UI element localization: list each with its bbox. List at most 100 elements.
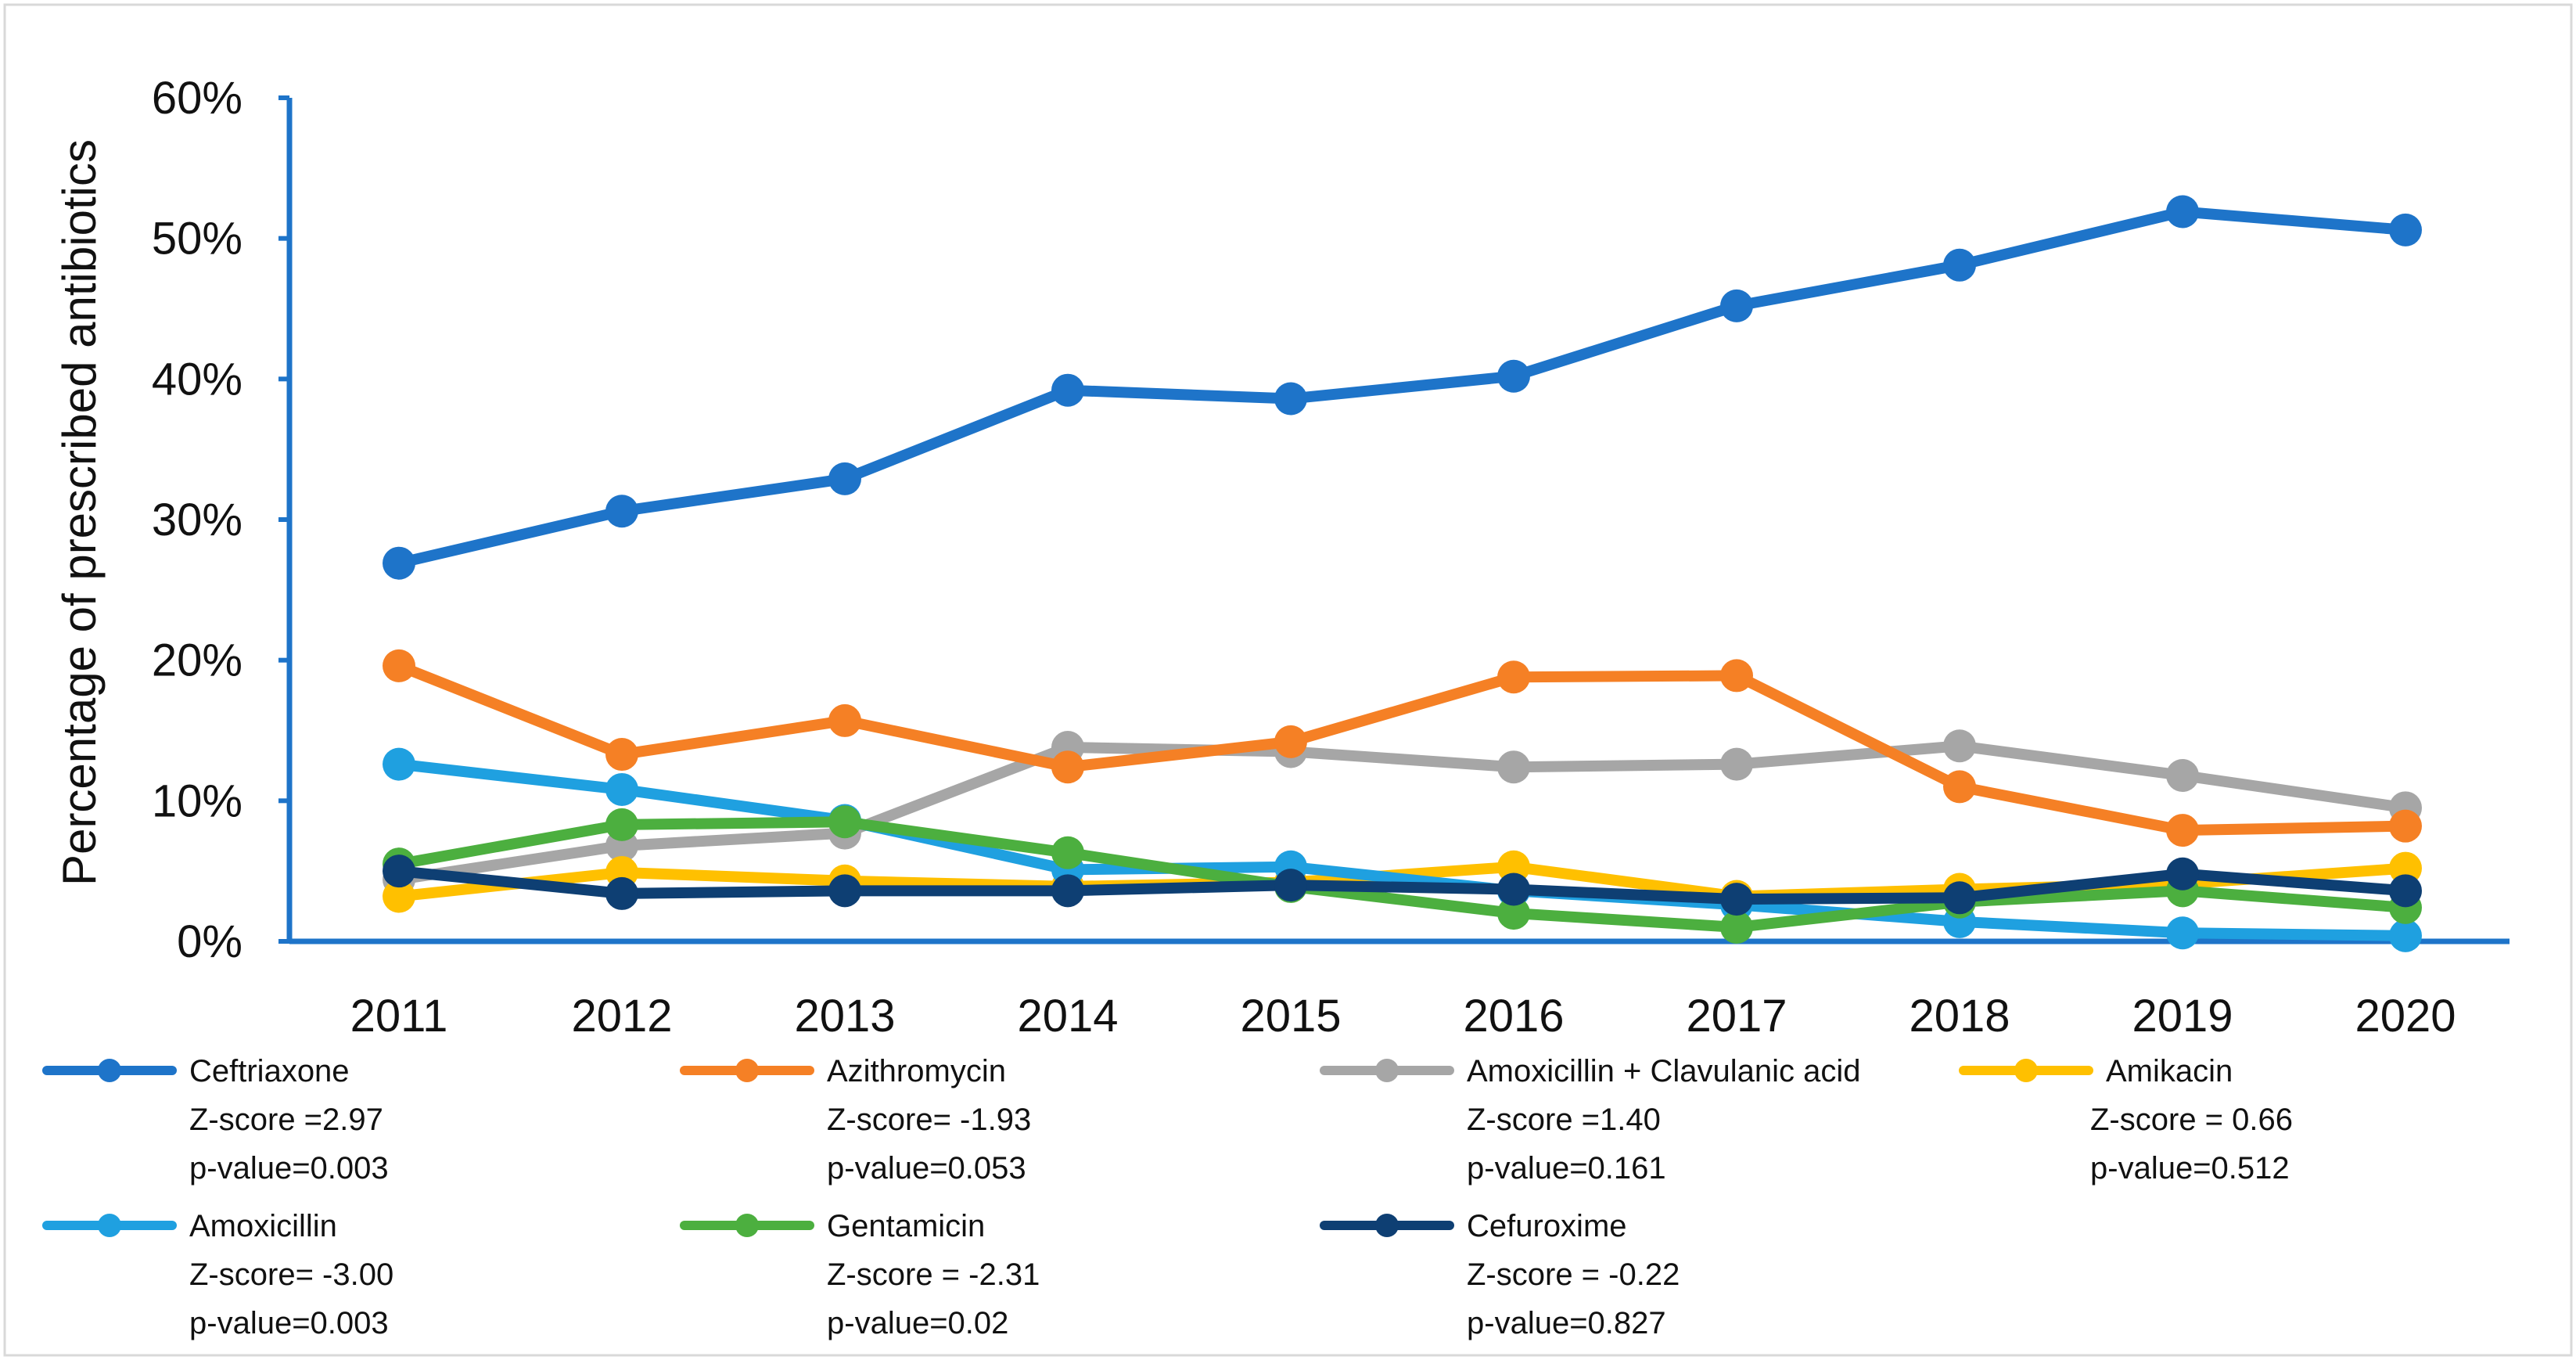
data-point bbox=[1720, 911, 1753, 944]
series-line bbox=[393, 816, 2411, 934]
legend-marker bbox=[735, 1059, 759, 1082]
series-layer bbox=[383, 195, 2422, 952]
y-tick-label: 10% bbox=[152, 775, 243, 826]
data-point bbox=[828, 874, 861, 908]
y-tick-label: 50% bbox=[152, 214, 243, 264]
x-tick-label: 2016 bbox=[1463, 991, 1564, 1042]
data-point bbox=[383, 747, 415, 781]
legend-marker bbox=[1375, 1214, 1399, 1237]
data-point bbox=[383, 854, 415, 888]
x-tick-label: 2017 bbox=[1686, 991, 1787, 1042]
data-point bbox=[1051, 836, 1084, 869]
data-point bbox=[1720, 747, 1753, 781]
legend-stat: p-value=0.003 bbox=[189, 1151, 389, 1186]
legend-item: Amikacin Z-score = 0.66 p-value=0.512 bbox=[1959, 1054, 2293, 1186]
data-point bbox=[1720, 659, 1753, 693]
data-point bbox=[1051, 874, 1084, 908]
legend-label: Amoxicillin + Clavulanic acid bbox=[1467, 1054, 1861, 1088]
data-point bbox=[605, 876, 638, 910]
legend-item: Amoxicillin Z-score= -3.00 p-value=0.003 bbox=[42, 1209, 393, 1340]
data-point bbox=[1051, 750, 1084, 784]
data-point bbox=[605, 495, 638, 528]
y-tick-labels: 0% 10% 20% 30% 40% 50% 60% bbox=[152, 73, 243, 967]
data-point bbox=[383, 649, 415, 682]
x-tick-label: 2020 bbox=[2355, 991, 2456, 1042]
legend-stat: p-value=0.053 bbox=[827, 1151, 1026, 1186]
data-point bbox=[2389, 874, 2422, 908]
legend-label: Cefuroxime bbox=[1467, 1209, 1627, 1243]
data-point bbox=[828, 703, 861, 737]
series-line bbox=[393, 206, 2411, 569]
data-point bbox=[828, 805, 861, 839]
data-point bbox=[383, 880, 415, 913]
data-point bbox=[1274, 382, 1307, 416]
data-point bbox=[1274, 725, 1307, 758]
data-point bbox=[1943, 770, 1976, 804]
legend-stat: Z-score= -3.00 bbox=[189, 1257, 393, 1292]
data-point bbox=[1497, 359, 1530, 393]
series-line bbox=[393, 740, 2411, 885]
legend-marker bbox=[735, 1214, 759, 1237]
data-point bbox=[2389, 851, 2422, 885]
x-tick-label: 2019 bbox=[2132, 991, 2233, 1042]
legend: Ceftriaxone Z-score =2.97 p-value=0.003 Azi… bbox=[42, 1054, 2293, 1340]
data-point bbox=[2166, 195, 2199, 228]
legend-stat: Z-score =1.40 bbox=[1467, 1103, 1661, 1137]
legend-stat: Z-score = -2.31 bbox=[827, 1257, 1040, 1292]
data-point bbox=[1497, 872, 1530, 906]
series-cefuroxime bbox=[383, 854, 2422, 916]
data-point bbox=[1274, 869, 1307, 902]
y-tick-label: 60% bbox=[152, 73, 243, 124]
data-point bbox=[1497, 750, 1530, 784]
x-tick-label: 2018 bbox=[1909, 991, 2010, 1042]
series-line bbox=[393, 865, 2411, 905]
legend-marker bbox=[2014, 1059, 2038, 1082]
y-tick-label: 20% bbox=[152, 635, 243, 686]
y-axis-title: Percentage of prescribed antibiotics bbox=[53, 139, 106, 886]
data-point bbox=[2166, 814, 2199, 847]
data-point bbox=[1497, 897, 1530, 930]
data-point bbox=[1497, 850, 1530, 883]
data-point bbox=[605, 772, 638, 806]
data-point bbox=[2166, 758, 2199, 792]
series-ceftriaxone bbox=[383, 195, 2422, 580]
data-point bbox=[605, 738, 638, 772]
x-tick-label: 2013 bbox=[794, 991, 895, 1042]
legend-stat: Z-score =2.97 bbox=[189, 1103, 383, 1137]
series-line bbox=[393, 660, 2411, 837]
legend-stat: Z-score = -0.22 bbox=[1467, 1257, 1680, 1292]
data-point bbox=[1720, 883, 1753, 916]
x-tick-label: 2012 bbox=[571, 991, 672, 1042]
data-point bbox=[1943, 881, 1976, 915]
legend-stat: p-value=0.003 bbox=[189, 1306, 389, 1340]
legend-label: Gentamicin bbox=[827, 1209, 985, 1243]
legend-stat: p-value=0.827 bbox=[1467, 1306, 1666, 1340]
data-point bbox=[1943, 729, 1976, 763]
x-tick-label: 2011 bbox=[350, 991, 448, 1042]
axes bbox=[278, 95, 2510, 944]
data-point bbox=[1051, 373, 1084, 407]
legend-stat: Z-score = 0.66 bbox=[2090, 1103, 2293, 1137]
data-point bbox=[1720, 289, 1753, 322]
legend-label: Azithromycin bbox=[827, 1054, 1006, 1088]
data-point bbox=[605, 808, 638, 841]
series-line bbox=[393, 758, 2411, 941]
legend-item: Amoxicillin + Clavulanic acid Z-score =1.… bbox=[1320, 1054, 1861, 1186]
legend-item: Azithromycin Z-score= -1.93 p-value=0.053 bbox=[680, 1054, 1031, 1186]
legend-label: Ceftriaxone bbox=[189, 1054, 350, 1088]
data-point bbox=[828, 462, 861, 495]
y-tick-label: 0% bbox=[177, 916, 243, 967]
legend-label: Amikacin bbox=[2106, 1054, 2233, 1088]
x-tick-label: 2014 bbox=[1017, 991, 1118, 1042]
x-tick-label: 2015 bbox=[1240, 991, 1341, 1042]
data-point bbox=[2389, 809, 2422, 843]
y-tick-label: 30% bbox=[152, 495, 243, 545]
legend-marker bbox=[98, 1214, 121, 1237]
x-tick-labels: 2011 2012 2013 2014 2015 2016 2017 2018 2019 2020 bbox=[350, 991, 2456, 1042]
data-point bbox=[1943, 248, 1976, 282]
legend-stat: Z-score= -1.93 bbox=[827, 1103, 1031, 1137]
legend-stat: p-value=0.512 bbox=[2090, 1151, 2290, 1186]
y-tick-label: 40% bbox=[152, 354, 243, 405]
legend-item: Ceftriaxone Z-score =2.97 p-value=0.003 bbox=[42, 1054, 389, 1186]
